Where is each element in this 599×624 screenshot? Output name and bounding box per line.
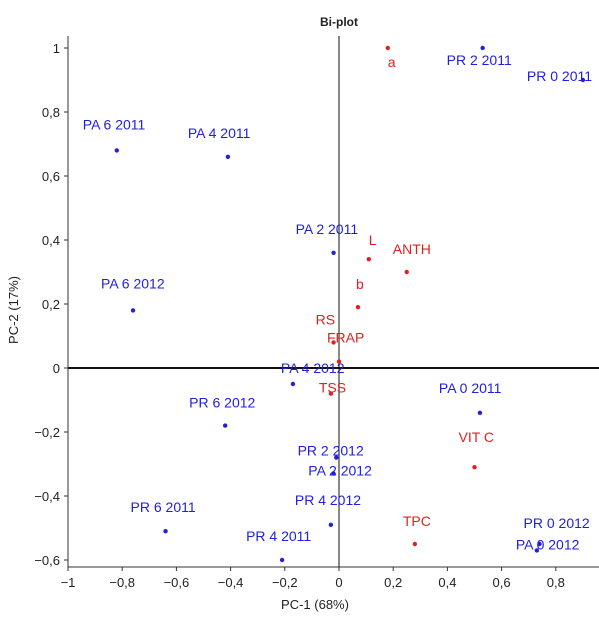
tick-labels: −1 −0,8 −0,6 −0,4 −0,2 0 0,2 0,4 0,6 0,8 1 0,8 0,6 0,… [34,41,565,590]
x-tick-label: 0 [335,575,342,590]
data-point [385,45,390,51]
chart-title: Bi-plot [320,15,358,29]
x-tick-label: −1 [61,575,76,590]
point-label: PA 0 2012 [516,536,580,552]
point-labels: PR 2 2011 PR 0 2011 PA 6 2011 PA 4 2011 PA 2… [83,52,592,552]
point-label: PA 6 2012 [101,275,165,291]
x-tick-label: −0,8 [109,575,135,590]
point-label: PA 2 2012 [308,463,372,479]
point-label: PA 4 2012 [281,360,345,376]
x-tick-label: 0,6 [493,575,511,590]
y-tick-label: −0,6 [34,553,60,568]
point-label: a [388,54,396,70]
y-tick-label: 0,2 [42,297,60,312]
point-label: RS [316,311,335,327]
y-tick-label: 0,4 [42,233,60,248]
point-label: PR 0 2012 [524,515,590,531]
point-label: PA 2 2011 [296,221,359,237]
data-point [130,308,136,313]
data-point [355,305,361,310]
x-tick-label: −0,2 [272,575,298,590]
data-point [114,148,119,153]
x-tick-label: −0,6 [164,575,190,590]
x-tick-label: 0,2 [384,575,402,590]
point-label: b [356,276,364,292]
data-point [412,541,418,547]
point-label: ANTH [393,241,431,257]
data-point [480,45,485,51]
data-point [336,359,342,364]
x-tick-label: 0,4 [438,575,456,590]
point-label: PR 4 2011 [246,528,311,544]
data-point [366,257,372,262]
point-label: PR 2 2012 [298,443,364,459]
data-point [279,557,285,563]
data-point [163,529,168,534]
y-tick-label: 0,8 [42,105,60,120]
point-label: PR 4 2012 [295,492,361,508]
y-tick-label: 0,6 [42,169,60,184]
y-tick-label: 1 [53,41,60,56]
point-label: VIT C [459,429,495,445]
data-point [328,522,334,527]
data-point [537,541,542,547]
data-point [404,269,409,275]
point-label: FRAP [327,330,364,346]
data-point [477,410,483,415]
point-label: PA 6 2011 [83,116,146,132]
point-label: PR 6 2011 [131,499,196,515]
data-point [331,250,336,255]
data-point [334,455,339,460]
data-point [331,340,336,345]
data-point [328,391,334,396]
point-label: L [369,232,377,248]
point-label: TPC [403,513,431,529]
y-tick-label: 0 [53,361,60,376]
axes [67,36,599,568]
data-point [472,465,477,470]
data-point [225,154,231,159]
data-point [222,423,228,428]
point-label: PR 6 2012 [189,395,255,411]
data-point [534,548,540,553]
point-label: PR 0 2011 [527,68,592,84]
data-point [580,77,586,83]
x-axis-label: PC-1 (68%) [281,597,349,612]
point-label: PR 2 2011 [447,52,512,68]
y-tick-label: −0,4 [34,489,60,504]
y-tick-label: −0,2 [34,425,60,440]
y-axis-label: PC-2 (17%) [6,276,21,344]
x-tick-label: 0,8 [547,575,565,590]
data-point [290,381,296,387]
data-points [114,45,586,563]
point-label: PA 0 2011 [439,380,502,396]
point-label: TSS [319,380,346,396]
point-label: PA 4 2011 [188,125,251,141]
x-tick-label: −0,4 [218,575,244,590]
data-point [331,471,336,476]
